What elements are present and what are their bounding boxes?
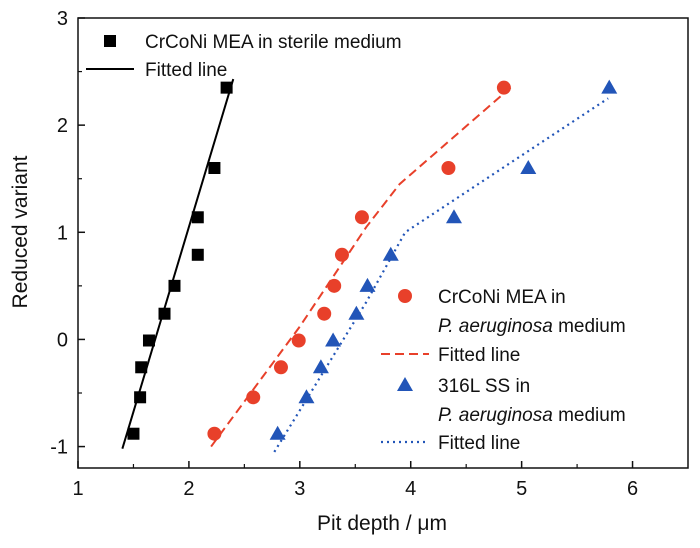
x-tick-label: 5 (516, 478, 527, 500)
legend-sterile: CrCoNi MEA in sterile medium Fitted line (86, 32, 402, 81)
y-tick-label: 2 (57, 115, 68, 137)
species-name: P. aeruginosa (438, 405, 553, 426)
data-point-circle-9 (496, 80, 511, 95)
axis-labels: Pit depth / μm Reduced variant (9, 155, 447, 535)
data-point-square-4 (158, 307, 171, 320)
fitted-lines (121, 78, 609, 453)
legend-label-suffix: medium (553, 405, 626, 426)
data-point-triangle-8 (520, 160, 537, 174)
fitted-line-solid (121, 78, 235, 450)
legend-symbol-circle (398, 289, 412, 303)
data-point-circle-3 (291, 333, 306, 348)
legend-symbol-square (104, 35, 116, 47)
y-tick-label: 1 (57, 222, 68, 244)
data-point-circle-4 (317, 306, 332, 321)
data-point-square-7 (191, 211, 204, 224)
data-point-triangle-2 (312, 359, 329, 374)
x-axis-label: Pit depth / μm (317, 512, 447, 535)
x-tick-label: 1 (72, 478, 83, 500)
legend-label: CrCoNi MEA in sterile medium (145, 32, 402, 53)
legend-label-line1: 316L SS in (438, 376, 530, 397)
fitted-line-dashed (210, 86, 512, 448)
data-point-square-8 (208, 162, 221, 174)
data-point-triangle-5 (359, 277, 376, 292)
data-point-circle-1 (246, 390, 261, 405)
data-point-triangle-9 (601, 79, 618, 94)
data-point-circle-5 (327, 278, 342, 293)
legend-aeruginosa: CrCoNi MEA in P. aeruginosa medium Fitted … (381, 287, 626, 454)
fitted-line-dotted (273, 97, 609, 453)
y-axis-label: Reduced variant (9, 155, 32, 308)
data-point-triangle-7 (445, 209, 462, 224)
axis-ticks: 1 2 3 4 5 6 -1 0 1 2 3 (50, 8, 638, 500)
x-tick-label: 2 (183, 478, 194, 500)
legend-symbol-triangle (397, 377, 413, 391)
data-point-triangle-1 (298, 389, 315, 404)
data-point-circle-8 (441, 161, 456, 175)
data-point-circle-2 (273, 360, 288, 375)
data-point-triangle-6 (382, 246, 399, 261)
legend-label-line2: P. aeruginosa medium (438, 405, 626, 426)
y-tick-label: 0 (57, 329, 68, 351)
x-tick-label: 6 (627, 478, 638, 500)
legend-label-line1: CrCoNi MEA in (438, 287, 566, 308)
data-point-square-5 (168, 279, 181, 292)
legend-label-line2: P. aeruginosa medium (438, 316, 626, 337)
data-point-circle-6 (334, 247, 349, 262)
data-point-triangle-0 (269, 425, 286, 440)
legend-label: Fitted line (438, 433, 520, 454)
x-tick-label: 3 (294, 478, 305, 500)
data-point-square-0 (127, 427, 140, 440)
species-name: P. aeruginosa (438, 316, 553, 337)
data-point-square-1 (134, 391, 147, 404)
data-point-triangle-4 (348, 305, 365, 320)
legend-label: Fitted line (145, 60, 227, 81)
data-point-triangle-3 (325, 332, 342, 347)
data-point-circle-7 (354, 210, 369, 225)
data-point-square-3 (142, 334, 155, 347)
data-points (127, 79, 618, 441)
data-point-square-2 (135, 361, 148, 374)
y-tick-label: 3 (57, 8, 68, 30)
legend-label-suffix: medium (553, 316, 626, 337)
y-tick-label: -1 (50, 437, 68, 459)
legend-label: Fitted line (438, 345, 520, 366)
data-point-square-9 (220, 81, 233, 94)
data-point-square-6 (191, 248, 204, 261)
plot-area-frame (77, 17, 689, 469)
x-tick-label: 4 (405, 478, 416, 500)
plot-frame (77, 17, 689, 469)
data-point-circle-0 (207, 426, 222, 441)
